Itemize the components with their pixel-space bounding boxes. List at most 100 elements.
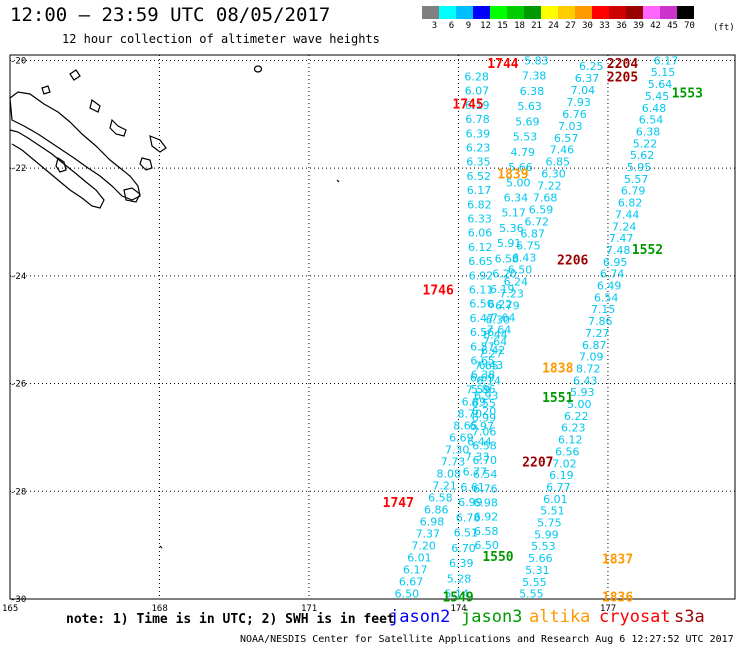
swh-value: 6.11 [469, 284, 494, 297]
swh-value: 7.04 [571, 84, 596, 97]
swh-value: 6.67 [399, 576, 424, 589]
swh-value: 6.20 [472, 405, 497, 418]
legend-bin-label: 9 [465, 21, 472, 31]
legend-swatch [541, 6, 558, 19]
legend-s3a: s3a [674, 607, 705, 627]
swh-value: 6.50 [508, 264, 533, 277]
swh-value: 6.79 [621, 185, 646, 198]
swh-value: 7.44 [615, 208, 640, 221]
swh-value: 7.33 [465, 450, 490, 463]
swh-value: 5.69 [515, 115, 540, 128]
swh-value: 5.55 [522, 576, 547, 589]
swh-value: 6.17 [654, 54, 679, 67]
swh-value: 6.76 [562, 108, 587, 121]
swh-value: 6.78 [465, 113, 490, 126]
pass-time-label: 1745 [452, 97, 483, 112]
footer-note: note: 1) Time is in UTC; 2) SWH is in fe… [66, 612, 395, 627]
swh-value: 8.08 [437, 468, 462, 481]
legend-swatch [609, 6, 626, 19]
swh-value: 6.30 [541, 168, 566, 181]
swh-value: 6.65 [468, 255, 493, 268]
swh-value: 6.92 [474, 511, 499, 524]
legend-labels: 3 6 9 12 15 18 21 24 27 30 33 36 39 42 45 70 [422, 19, 695, 31]
legend-bin-label: 70 [684, 21, 695, 31]
pass-time-label: 1838 [542, 361, 573, 376]
legend-swatch [473, 6, 490, 19]
legend-bin-label: 3 [431, 21, 438, 31]
legend-bin-label: 6 [448, 21, 455, 31]
swh-value: 5.66 [528, 552, 553, 565]
swh-value: 5.75 [537, 517, 562, 530]
swh-value: 5.00 [506, 176, 531, 189]
swh-value: 7.64 [483, 336, 508, 349]
swh-value: 6.19 [490, 283, 515, 296]
swh-value: 6.50 [474, 539, 499, 552]
legend-cryosat: cryosat [599, 607, 671, 627]
swh-value: 5.86 [471, 383, 496, 396]
swh-value: 7.73 [441, 456, 466, 469]
swh-value: 5.51 [540, 505, 565, 518]
pass-time-label: 1553 [672, 87, 703, 102]
swh-value: 8.70 [457, 408, 482, 421]
swh-value: 6.58 [495, 252, 520, 265]
swh-value: 5.99 [534, 528, 559, 541]
swh-value: 6.58 [474, 525, 499, 538]
lon-label: 165 [2, 604, 18, 614]
swh-value: 6.12 [558, 434, 583, 447]
swh-value: 6.34 [504, 192, 529, 205]
swh-value: 6.35 [466, 156, 491, 169]
swh-value: 6.17 [403, 564, 428, 577]
legend-bin-label: 39 [633, 21, 644, 31]
swh-value: 5.31 [525, 564, 550, 577]
swh-value: 6.70 [451, 542, 476, 555]
swh-value: 7.48 [606, 244, 631, 257]
swh-value: 5.63 [517, 100, 542, 113]
swh-value: 6.19 [549, 469, 574, 482]
legend-jason3: jason3 [461, 607, 523, 627]
swh-value: 6.58 [472, 440, 497, 453]
swh-value: 5.45 [645, 90, 670, 103]
swh-value: 5.00 [567, 398, 592, 411]
legend-swatch [643, 6, 660, 19]
legend-swatch [422, 6, 439, 19]
lat-label: -22 [10, 164, 26, 174]
legend-swatches [422, 6, 694, 19]
swh-value: 5.93 [570, 386, 595, 399]
swh-value: 6.42 [481, 344, 506, 357]
swh-value: 6.98 [473, 497, 498, 510]
pass-time-label: 1839 [497, 167, 528, 182]
lon-label: 177 [600, 604, 616, 614]
swh-value: 6.56 [470, 326, 495, 339]
swh-value: 6.22 [564, 410, 589, 423]
swh-value: 6.77 [463, 466, 488, 479]
swh-value: 6.39 [466, 127, 491, 140]
pass-time-label: 1549 [442, 590, 473, 605]
swh-value: 6.44 [483, 329, 508, 342]
swh-value: 6.23 [466, 142, 491, 155]
swh-value: 7.47 [609, 232, 634, 245]
legend-jason2: jason2 [389, 607, 451, 627]
legend-unit: (ft) [713, 23, 735, 33]
swh-value: 5.15 [651, 66, 676, 79]
swh-value: 6.56 [555, 445, 580, 458]
swh-value: 6.82 [467, 198, 492, 211]
pass-time-label: 1837 [602, 553, 633, 568]
legend-bin-label: 45 [667, 21, 678, 31]
swh-value: 5.64 [648, 78, 673, 91]
swh-value: 6.54 [639, 114, 664, 127]
pass-time-label: 1550 [482, 550, 513, 565]
swh-value: 4.79 [511, 146, 536, 159]
swh-value: 7.27 [478, 348, 503, 361]
pass-time-label: 2206 [557, 254, 588, 269]
swh-value: 6.75 [516, 240, 541, 253]
gridlines [9, 55, 735, 600]
swh-value: 6.43 [573, 374, 598, 387]
swh-value: 6.38 [520, 85, 545, 98]
swh-value: 6.51 [454, 527, 479, 540]
swh-value: 7.22 [537, 180, 562, 193]
legend-swatch [592, 6, 609, 19]
swh-value: 7.21 [432, 480, 457, 493]
swh-value: 6.47 [470, 312, 495, 325]
